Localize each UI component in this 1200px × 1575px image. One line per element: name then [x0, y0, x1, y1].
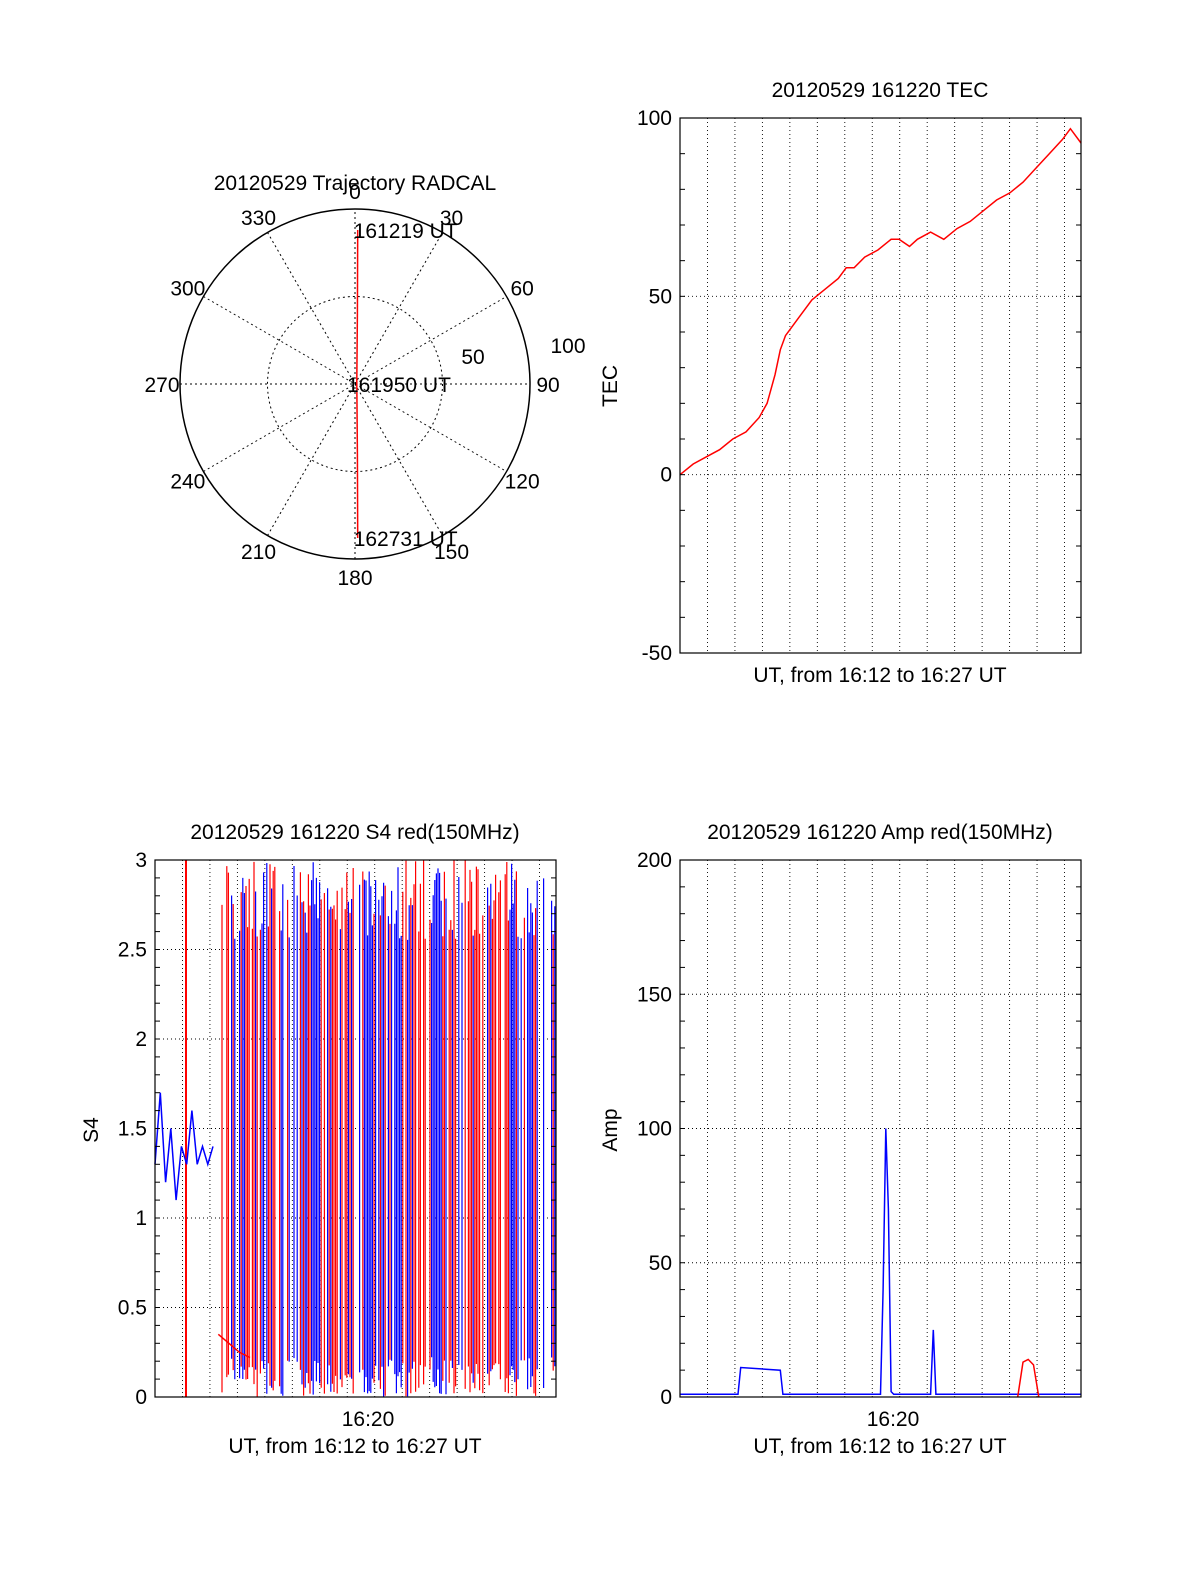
tec-ytick-label: 0 [660, 464, 672, 487]
trajectory-chart: 20120529 Trajectory RADCAL 0 30 60 90 120 150… [144, 172, 585, 590]
s4-ytick-label: 2 [135, 1028, 147, 1051]
tec-ticks: -50 0 50 100 [637, 107, 1081, 665]
amp-ytick-label: 100 [637, 1118, 672, 1141]
amp-chart: 20120529 161220 Amp red(150MHz) 0 50 100 15… [599, 821, 1082, 1458]
polar-spoke [267, 232, 443, 536]
amp-title: 20120529 161220 Amp red(150MHz) [707, 821, 1053, 844]
tec-ytick-label: 100 [637, 107, 672, 130]
tec-series [679, 127, 1082, 476]
polar-angle-label: 240 [170, 471, 205, 494]
polar-time-annotation: 162731 UT [354, 528, 458, 551]
tec-series-line [679, 127, 1082, 476]
amp-ytick-label: 0 [660, 1386, 672, 1409]
amp-xlabel: UT, from 16:12 to 16:27 UT [753, 1435, 1006, 1458]
amp-ytick-label: 150 [637, 983, 672, 1006]
tec-chart: 20120529 161220 TEC -50 0 50 100 UT, from 1… [599, 79, 1082, 687]
tec-ylabel: TEC [599, 365, 622, 407]
polar-radius-label: 50 [461, 346, 484, 369]
polar-angle-label: 60 [510, 278, 533, 301]
polar-angle-label: 180 [337, 567, 372, 590]
polar-grid [179, 208, 531, 560]
tec-title: 20120529 161220 TEC [772, 79, 989, 102]
amp-series-line [1016, 1358, 1040, 1398]
amp-series [680, 1128, 1081, 1398]
amp-ticks: 0 50 100 150 200 [637, 849, 1081, 1409]
s4-ytick-label: 2.5 [118, 939, 147, 962]
polar-angle-label: 120 [505, 471, 540, 494]
polar-angle-label: 300 [170, 278, 205, 301]
polar-angle-label: 270 [144, 374, 179, 397]
amp-xtick-label: 16:20 [867, 1408, 920, 1431]
polar-time-annotation: 161219 UT [354, 220, 458, 243]
s4-ytick-label: 0.5 [118, 1297, 147, 1320]
s4-ytick-label: 1 [135, 1207, 147, 1230]
polar-angle-label: 330 [241, 207, 276, 230]
polar-radius-labels: 50 100 [461, 335, 585, 369]
polar-angle-labels: 0 30 60 90 120 150 180 210 240 270 300 330 [144, 181, 559, 590]
s4-ticks: 0 0.5 1 1.5 2 2.5 3 [118, 849, 556, 1409]
polar-angle-label: 150 [434, 541, 469, 564]
polar-inner-circle [267, 296, 443, 472]
amp-grid [680, 860, 1081, 1397]
s4-xtick-label: 16:20 [342, 1408, 395, 1431]
s4-title: 20120529 161220 S4 red(150MHz) [190, 821, 519, 844]
s4-chart: 20120529 161220 S4 red(150MHz) 0 0.5 1 1.5 2… [80, 821, 557, 1458]
s4-xlabel: UT, from 16:12 to 16:27 UT [228, 1435, 481, 1458]
tec-ytick-label: 50 [649, 285, 672, 308]
amp-ytick-label: 50 [649, 1252, 672, 1275]
polar-trajectory-line [356, 229, 359, 539]
polar-angle-label: 30 [440, 207, 463, 230]
amp-ylabel: Amp [599, 1108, 622, 1151]
s4-ytick-label: 1.5 [118, 1118, 147, 1141]
polar-annotations: 161219 UT 161950 UT 162731 UT [347, 220, 458, 551]
tec-frame [679, 117, 1082, 654]
s4-ytick-label: 3 [135, 849, 147, 872]
s4-series-line [217, 1333, 251, 1359]
amp-ytick-label: 200 [637, 849, 672, 872]
trajectory-title: 20120529 Trajectory RADCAL [214, 172, 497, 195]
polar-angle-label: 210 [241, 541, 276, 564]
tec-xlabel: UT, from 16:12 to 16:27 UT [753, 664, 1006, 687]
amp-series-line [680, 1128, 1081, 1396]
tec-grid [680, 118, 1081, 653]
polar-angle-label: 0 [349, 181, 361, 204]
polar-radius-label: 100 [550, 335, 585, 358]
polar-angle-label: 90 [536, 374, 559, 397]
s4-ytick-label: 0 [135, 1386, 147, 1409]
s4-ylabel: S4 [80, 1117, 103, 1143]
s4-series [154, 1092, 251, 1359]
s4-series-line [154, 1092, 214, 1201]
polar-trace [356, 229, 359, 539]
polar-time-annotation: 161950 UT [347, 374, 451, 397]
tec-ytick-label: -50 [642, 642, 672, 665]
s4-dense-bars [185, 860, 556, 1397]
